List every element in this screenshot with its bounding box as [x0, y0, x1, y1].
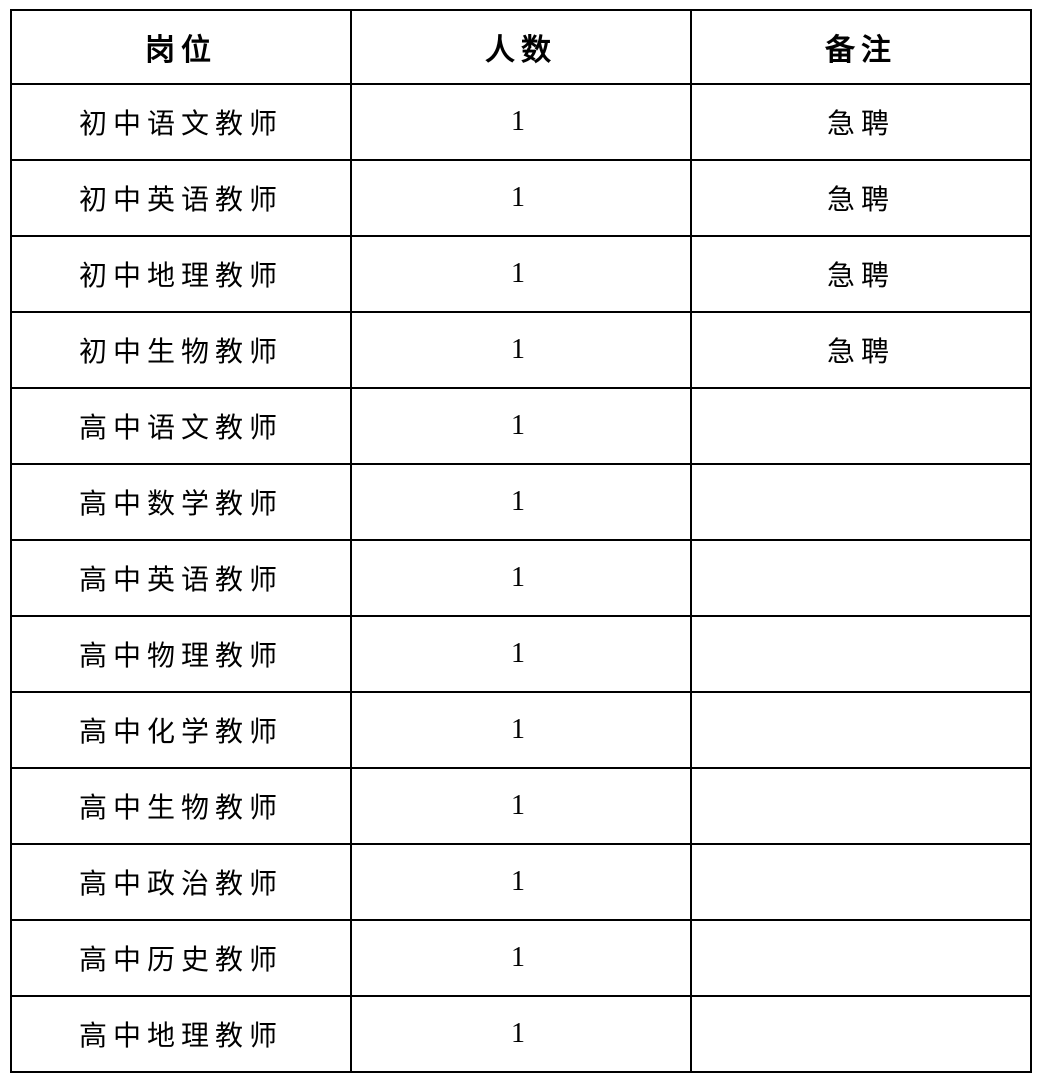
- table-row: 初中英语教师 1 急聘: [10, 159, 1032, 237]
- cell-headcount: 1: [350, 615, 692, 693]
- table-row: 初中语文教师 1 急聘: [10, 83, 1032, 161]
- cell-headcount: 1: [350, 83, 692, 161]
- column-header-remark: 备注: [690, 9, 1032, 85]
- table-row: 初中地理教师 1 急聘: [10, 235, 1032, 313]
- table-row: 高中历史教师 1: [10, 919, 1032, 997]
- column-header-headcount: 人数: [350, 9, 692, 85]
- cell-remark: [690, 463, 1032, 541]
- table-row: 高中政治教师 1: [10, 843, 1032, 921]
- cell-remark: [690, 387, 1032, 465]
- cell-position: 高中英语教师: [10, 539, 352, 617]
- column-header-position: 岗位: [10, 9, 352, 85]
- cell-position: 初中英语教师: [10, 159, 352, 237]
- table-row: 高中英语教师 1: [10, 539, 1032, 617]
- cell-remark: [690, 995, 1032, 1073]
- table-row: 初中生物教师 1 急聘: [10, 311, 1032, 389]
- cell-remark: [690, 767, 1032, 845]
- cell-headcount: 1: [350, 159, 692, 237]
- cell-position: 高中历史教师: [10, 919, 352, 997]
- cell-position: 初中地理教师: [10, 235, 352, 313]
- table-body: 初中语文教师 1 急聘 初中英语教师 1 急聘 初中地理教师 1 急聘 初中生物教师 1 急聘 高中语文…: [10, 83, 1032, 1073]
- table-row: 高中物理教师 1: [10, 615, 1032, 693]
- cell-position: 高中化学教师: [10, 691, 352, 769]
- cell-headcount: 1: [350, 767, 692, 845]
- cell-headcount: 1: [350, 919, 692, 997]
- cell-position: 高中生物教师: [10, 767, 352, 845]
- table-row: 高中化学教师 1: [10, 691, 1032, 769]
- recruitment-table: 岗位 人数 备注 初中语文教师 1 急聘 初中英语教师 1 急聘 初中地理教师 1 急聘 初中生物…: [10, 9, 1032, 1073]
- table-row: 高中地理教师 1: [10, 995, 1032, 1073]
- cell-headcount: 1: [350, 235, 692, 313]
- cell-headcount: 1: [350, 463, 692, 541]
- cell-headcount: 1: [350, 691, 692, 769]
- cell-position: 高中物理教师: [10, 615, 352, 693]
- table-header-row: 岗位 人数 备注: [10, 9, 1032, 85]
- cell-headcount: 1: [350, 843, 692, 921]
- cell-remark: 急聘: [690, 83, 1032, 161]
- cell-remark: [690, 691, 1032, 769]
- cell-position: 高中数学教师: [10, 463, 352, 541]
- table-head: 岗位 人数 备注: [10, 9, 1032, 85]
- cell-headcount: 1: [350, 539, 692, 617]
- table-row: 高中生物教师 1: [10, 767, 1032, 845]
- cell-remark: 急聘: [690, 159, 1032, 237]
- cell-remark: [690, 843, 1032, 921]
- cell-headcount: 1: [350, 387, 692, 465]
- cell-position: 高中政治教师: [10, 843, 352, 921]
- cell-position: 初中语文教师: [10, 83, 352, 161]
- cell-remark: 急聘: [690, 311, 1032, 389]
- cell-position: 高中语文教师: [10, 387, 352, 465]
- cell-headcount: 1: [350, 311, 692, 389]
- cell-remark: [690, 615, 1032, 693]
- cell-position: 高中地理教师: [10, 995, 352, 1073]
- table-row: 高中数学教师 1: [10, 463, 1032, 541]
- table-row: 高中语文教师 1: [10, 387, 1032, 465]
- cell-position: 初中生物教师: [10, 311, 352, 389]
- cell-remark: 急聘: [690, 235, 1032, 313]
- cell-remark: [690, 539, 1032, 617]
- cell-remark: [690, 919, 1032, 997]
- cell-headcount: 1: [350, 995, 692, 1073]
